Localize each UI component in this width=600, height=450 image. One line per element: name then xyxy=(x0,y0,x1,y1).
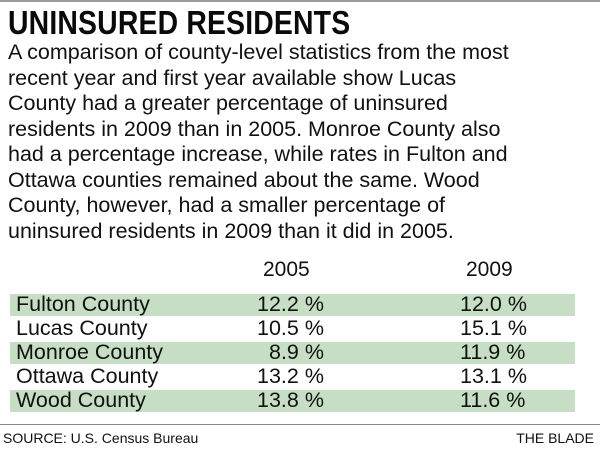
footer-rule xyxy=(0,424,600,425)
county-name: Fulton County xyxy=(16,292,150,316)
value-2009: 11.9 % xyxy=(460,340,526,364)
table-row: Fulton County 12.2 % 12.0 % xyxy=(10,292,575,316)
table-row: Wood County 13.8 % 11.6 % xyxy=(10,388,575,412)
county-name: Lucas County xyxy=(16,316,148,340)
description-line: Ottawa counties remained about the same.… xyxy=(8,167,480,192)
column-header-2009: 2009 xyxy=(466,258,513,281)
column-header-2005: 2005 xyxy=(263,258,310,281)
table-row: Monroe County 8.9 % 11.9 % xyxy=(10,340,575,364)
publisher-credit: THE BLADE xyxy=(516,430,594,446)
table-row: Ottawa County 13.2 % 13.1 % xyxy=(10,364,575,388)
value-2009: 15.1 % xyxy=(460,316,527,340)
description: A comparison of county-level statistics … xyxy=(8,40,598,244)
description-line: recent year and first year available sho… xyxy=(8,65,457,90)
description-line: County, however, had a smaller percentag… xyxy=(8,193,446,217)
county-name: Wood County xyxy=(16,388,146,412)
description-line: County had a greater percentage of unins… xyxy=(8,91,448,115)
value-2009: 13.1 % xyxy=(460,364,527,388)
value-2005: 13.2 % xyxy=(257,364,324,388)
value-2005: 13.8 % xyxy=(257,388,324,412)
value-2005: 12.2 % xyxy=(257,292,324,316)
description-line: had a percentage increase, while rates i… xyxy=(8,142,508,166)
top-rule xyxy=(0,0,600,2)
county-name: Ottawa County xyxy=(16,364,159,388)
value-2005: 8.9 % xyxy=(269,340,324,364)
value-2009: 12.0 % xyxy=(460,292,527,316)
table-row: Lucas County 10.5 % 15.1 % xyxy=(10,316,575,340)
source-credit: SOURCE: U.S. Census Bureau xyxy=(3,430,199,446)
county-name: Monroe County xyxy=(16,340,163,364)
description-line: uninsured residents in 2009 than it did … xyxy=(8,218,454,243)
description-line: residents in 2009 than in 2005. Monroe C… xyxy=(8,116,501,141)
value-2005: 10.5 % xyxy=(257,316,324,340)
page-title: UNINSURED RESIDENTS xyxy=(8,4,351,41)
value-2009: 11.6 % xyxy=(460,388,526,412)
description-line: A comparison of county-level statistics … xyxy=(8,40,509,64)
